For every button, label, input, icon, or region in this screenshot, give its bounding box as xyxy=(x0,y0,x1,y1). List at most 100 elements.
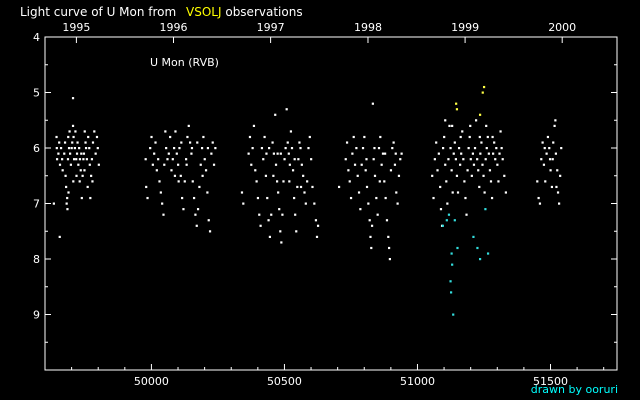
data-point xyxy=(280,241,283,244)
data-point xyxy=(467,147,470,150)
data-point xyxy=(307,147,310,150)
data-point xyxy=(314,219,318,222)
data-point xyxy=(182,208,185,211)
data-point xyxy=(163,163,166,166)
data-point xyxy=(170,169,173,172)
data-point xyxy=(267,219,270,222)
data-point xyxy=(381,152,385,155)
data-point xyxy=(94,152,97,155)
data-point xyxy=(393,163,397,166)
data-point xyxy=(310,158,313,161)
data-point xyxy=(559,174,562,177)
data-point xyxy=(260,147,264,150)
data-point xyxy=(489,180,493,183)
data-point xyxy=(445,180,448,183)
data-point xyxy=(180,141,183,144)
data-point xyxy=(254,169,257,172)
data-point xyxy=(306,180,309,183)
data-point xyxy=(363,135,366,139)
data-point xyxy=(442,147,445,150)
data-point xyxy=(285,108,288,111)
data-point xyxy=(488,169,492,172)
data-point xyxy=(288,180,291,183)
data-point xyxy=(171,158,174,161)
year-label: 1997 xyxy=(257,21,285,34)
data-point xyxy=(206,147,210,150)
year-label: 2000 xyxy=(548,21,576,34)
data-point xyxy=(315,235,319,238)
data-point xyxy=(445,219,448,222)
data-point xyxy=(83,169,86,172)
data-point xyxy=(371,102,374,105)
data-point xyxy=(207,219,210,222)
data-point xyxy=(240,191,244,194)
data-point xyxy=(437,152,440,155)
data-point xyxy=(71,124,75,127)
data-point xyxy=(337,185,341,189)
data-point xyxy=(554,119,557,122)
data-point xyxy=(380,163,383,166)
data-point xyxy=(200,147,204,150)
data-point xyxy=(167,152,170,155)
data-point xyxy=(274,163,278,166)
data-point xyxy=(71,141,74,144)
data-point xyxy=(68,130,71,133)
data-point xyxy=(166,158,169,161)
data-point xyxy=(190,152,193,155)
data-point xyxy=(297,158,300,161)
data-point xyxy=(288,163,291,166)
data-point xyxy=(151,163,154,166)
data-point xyxy=(377,147,381,150)
data-point xyxy=(387,235,390,238)
data-point xyxy=(463,180,466,183)
data-point xyxy=(357,191,361,194)
data-point xyxy=(542,163,546,166)
y-tick-label: 9 xyxy=(33,309,40,322)
data-point xyxy=(88,163,91,166)
data-point xyxy=(214,147,217,150)
data-point xyxy=(439,185,442,189)
data-point xyxy=(265,152,268,155)
data-point xyxy=(497,180,500,183)
data-point xyxy=(495,147,498,150)
data-point xyxy=(272,174,275,177)
data-point xyxy=(96,147,99,150)
data-point xyxy=(66,208,69,211)
data-point xyxy=(90,158,94,161)
data-point xyxy=(455,108,459,111)
data-point xyxy=(177,163,180,166)
data-point xyxy=(52,202,55,205)
data-point xyxy=(470,174,473,177)
data-point xyxy=(201,174,204,177)
data-point xyxy=(550,185,554,189)
data-point xyxy=(204,169,208,172)
data-point xyxy=(451,191,454,194)
data-point xyxy=(556,169,559,172)
data-point xyxy=(300,163,303,166)
data-point xyxy=(448,124,451,127)
data-point xyxy=(71,97,75,100)
data-point xyxy=(72,180,75,183)
data-point xyxy=(202,135,205,139)
data-point xyxy=(447,213,451,216)
data-point xyxy=(161,202,164,205)
data-point xyxy=(302,174,305,177)
data-point xyxy=(481,163,484,166)
data-point xyxy=(294,213,297,216)
data-point xyxy=(551,158,554,161)
data-point xyxy=(262,158,265,161)
star-label: U Mon (RVB) xyxy=(150,56,219,69)
data-point xyxy=(69,152,72,155)
x-tick-label: 50000 xyxy=(134,375,169,388)
data-point xyxy=(82,158,85,161)
data-point xyxy=(435,141,438,144)
data-point xyxy=(365,185,369,189)
data-point xyxy=(299,185,303,189)
data-point xyxy=(375,196,378,200)
data-point xyxy=(268,235,272,238)
data-point xyxy=(274,113,277,116)
data-point xyxy=(479,152,482,155)
data-point xyxy=(266,196,269,200)
data-point xyxy=(385,219,389,222)
data-point xyxy=(272,152,275,155)
